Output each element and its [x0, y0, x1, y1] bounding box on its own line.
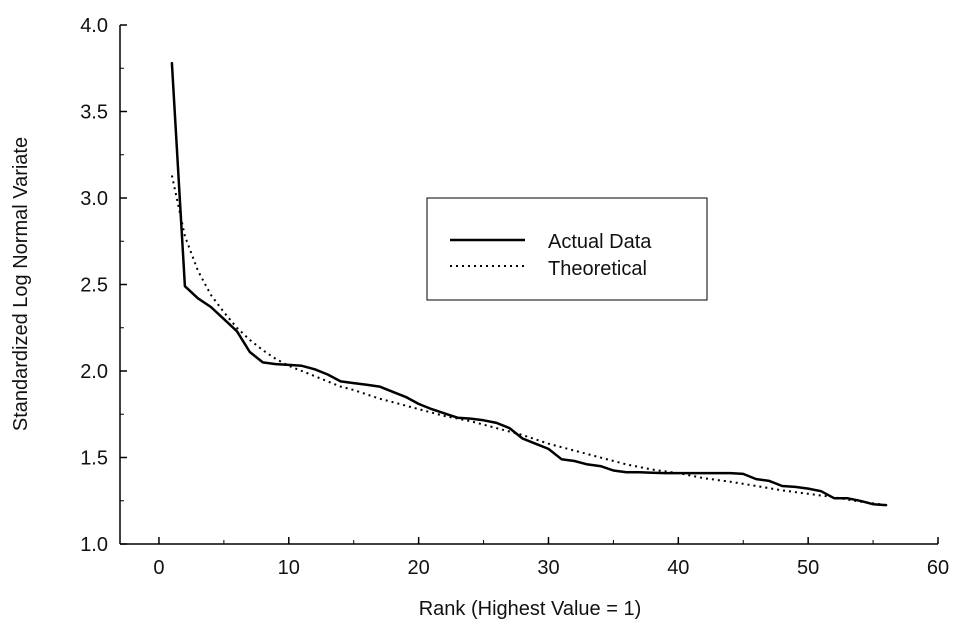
legend-label-actual-data: Actual Data	[548, 231, 652, 253]
x-tick-label: 30	[537, 557, 559, 579]
legend: Actual Data Theoretical	[426, 197, 708, 301]
y-tick-label: 2.5	[80, 275, 108, 297]
x-tick-label: 60	[927, 557, 949, 579]
y-tick-label: 1.5	[80, 448, 108, 470]
legend-label-theoretical: Theoretical	[548, 258, 647, 280]
y-tick-label: 2.0	[80, 361, 108, 383]
y-axis-ticks: 1.0 1.5 2.0 2.5 3.0 3.5 4.0	[80, 15, 127, 556]
x-tick-label: 20	[408, 557, 430, 579]
y-tick-label: 4.0	[80, 15, 108, 37]
y-axis-title: Standardized Log Normal Variate	[10, 137, 32, 431]
x-axis-ticks: 0 10 20 30 40 50 60	[153, 537, 949, 579]
x-tick-label: 0	[153, 557, 164, 579]
x-tick-label: 10	[278, 557, 300, 579]
y-tick-label: 3.5	[80, 102, 108, 124]
x-tick-label: 40	[667, 557, 689, 579]
series-layer	[170, 61, 888, 507]
series-line-actual-data	[170, 61, 888, 507]
y-tick-label: 1.0	[80, 534, 108, 556]
legend-box	[426, 197, 708, 301]
y-tick-label: 3.0	[80, 188, 108, 210]
x-axis-title: Rank (Highest Value = 1)	[419, 598, 642, 620]
x-tick-label: 50	[797, 557, 819, 579]
